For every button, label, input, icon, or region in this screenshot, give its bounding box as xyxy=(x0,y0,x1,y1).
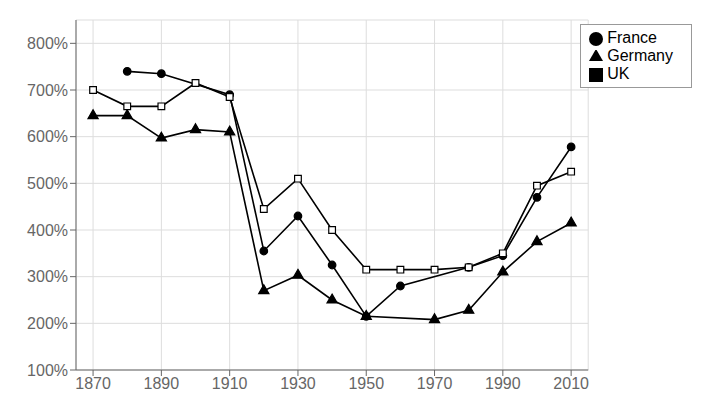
svg-text:200%: 200% xyxy=(27,315,68,332)
svg-text:1950: 1950 xyxy=(348,375,384,392)
svg-text:1990: 1990 xyxy=(485,375,521,392)
svg-text:1970: 1970 xyxy=(417,375,453,392)
svg-text:2010: 2010 xyxy=(553,375,589,392)
svg-text:1870: 1870 xyxy=(75,375,111,392)
svg-text:600%: 600% xyxy=(27,128,68,145)
html-text:France: France xyxy=(607,29,657,46)
svg-text:700%: 700% xyxy=(27,82,68,99)
svg-text:300%: 300% xyxy=(27,268,68,285)
svg-text:1910: 1910 xyxy=(212,375,248,392)
svg-text:800%: 800% xyxy=(27,35,68,52)
html-text:UK: UK xyxy=(607,65,630,82)
svg-text:1890: 1890 xyxy=(144,375,180,392)
svg-text:1930: 1930 xyxy=(280,375,316,392)
svg-text:400%: 400% xyxy=(27,222,68,239)
svg-text:100%: 100% xyxy=(27,362,68,379)
svg-text:500%: 500% xyxy=(27,175,68,192)
html-text:Germany: Germany xyxy=(607,47,673,64)
